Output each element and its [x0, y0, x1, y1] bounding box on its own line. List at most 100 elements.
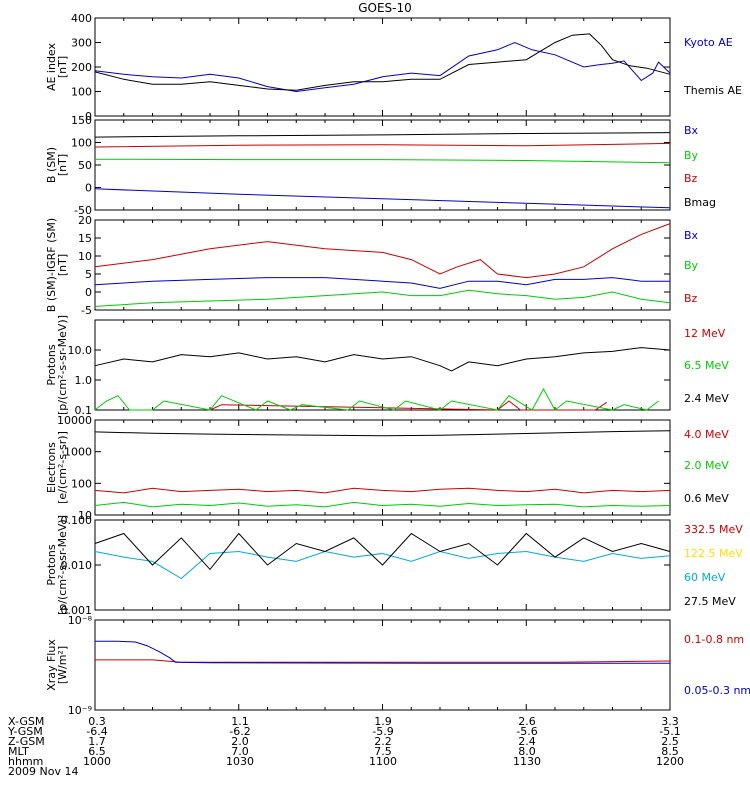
y-tick-label: 10	[78, 509, 92, 522]
panel-protons_low: 0.1 1.0 10.0 Protons[p/(cm²-s-sr-MeV)] 12 Me…	[45, 315, 729, 417]
orbit-footer: X-GSM 0.3 1.1 1.9 2.6 3.3 Y-GSM -6.4 -6.2 -5.9 -5.…	[7, 715, 684, 768]
series-line-27-5-mev	[94, 532, 671, 571]
series-line-bmag	[94, 132, 671, 138]
footer-value: 1200	[656, 755, 684, 768]
legend-0-1-0-8-nm: 0.1-0.8 nm	[684, 633, 744, 646]
series-line-by	[94, 158, 671, 164]
date-label: 2009 Nov 14	[8, 765, 78, 778]
y-axis-label: [nT]	[56, 254, 69, 276]
y-tick-label: 10	[78, 250, 92, 263]
footer-value: -5.9	[372, 725, 393, 738]
legend-4-0-mev: 4.0 MeV	[684, 428, 729, 441]
legend-bz: Bz	[684, 292, 698, 305]
panel-frame	[94, 419, 671, 516]
footer-row-label: X-GSM	[8, 715, 44, 728]
footer-value: 2.6	[518, 715, 536, 728]
panel-frame	[94, 219, 671, 311]
figure-title: GOES-10	[358, 1, 412, 15]
series-line-bz	[94, 142, 671, 148]
y-axis-label: [W/m²]	[56, 646, 69, 684]
footer-value: 1130	[513, 755, 541, 768]
footer-value: 2.4	[518, 735, 536, 748]
y-tick-label: 20	[78, 214, 92, 227]
y-tick-label: 1.0	[75, 374, 93, 387]
y-axis-label: Protons	[45, 344, 58, 385]
series-line-0-05-0-3-nm	[95, 640, 670, 664]
footer-value: 1030	[226, 755, 254, 768]
footer-value: 2.5	[661, 735, 679, 748]
y-axis-label: [e/(cm²-s-sr)]	[56, 431, 69, 504]
footer-value: 8.0	[518, 745, 536, 758]
y-axis-label: B (SM)	[45, 147, 58, 183]
y-axis-label: Xray Flux	[45, 639, 58, 691]
y-tick-label: 0.001	[61, 604, 93, 617]
panel-ae: 0 100 200 300 400 AE index[nT] Kyoto AE Themis …	[45, 12, 742, 123]
footer-value: 0.3	[88, 715, 106, 728]
footer-value: 7.5	[374, 745, 392, 758]
y-tick-label: 0.1	[75, 404, 93, 417]
y-tick-label: 5	[85, 268, 92, 281]
panel-xray: 10⁻⁹ 10⁻⁸ Xray Flux[W/m²] 0.1-0.8 nm 0.05-0.…	[45, 614, 750, 717]
footer-value: 1.9	[374, 715, 392, 728]
series-line-12-mev	[209, 400, 608, 411]
y-tick-label: 10⁻⁸	[68, 614, 93, 627]
series-line-themis-ae	[94, 33, 671, 91]
legend-by: By	[684, 259, 699, 272]
y-tick-label: 0	[85, 182, 92, 195]
footer-value: 6.5	[88, 745, 106, 758]
footer-row-label: Y-GSM	[7, 725, 43, 738]
y-axis-label: Electrons	[45, 442, 58, 493]
y-axis-label: Protons	[45, 544, 58, 585]
y-tick-label: 10⁻⁹	[68, 704, 92, 717]
legend-by: By	[684, 149, 699, 162]
series-line-2-0-mev	[94, 501, 671, 508]
y-axis-label: [p/(cm²-s-sr-MeV)]	[56, 515, 69, 615]
panel-protons_high: 0.001 0.010 0.100 Protons[p/(cm²-s-sr-MeV)]…	[45, 514, 743, 617]
footer-value: -5.6	[516, 725, 537, 738]
y-axis-label: AE index	[45, 42, 58, 91]
series-line-bz	[94, 223, 671, 279]
panel-frame	[94, 319, 671, 411]
y-tick-label: 0.100	[61, 514, 93, 527]
y-axis-label: [nT]	[56, 154, 69, 176]
footer-value: 1000	[83, 755, 111, 768]
footer-value: -6.4	[86, 725, 107, 738]
series-line-0-6-mev	[94, 430, 671, 437]
y-tick-label: 300	[71, 37, 92, 50]
footer-row-label: MLT	[8, 745, 29, 758]
y-tick-label: 1000	[64, 446, 92, 459]
footer-value: -6.2	[229, 725, 250, 738]
legend-0-05-0-3-nm: 0.05-0.3 nm	[684, 684, 750, 697]
legend-6-5-mev: 6.5 MeV	[684, 359, 729, 372]
footer-value: 1.1	[231, 715, 249, 728]
y-tick-label: 10.0	[68, 344, 93, 357]
y-tick-label: 200	[71, 61, 92, 74]
panel-frame	[94, 619, 671, 711]
y-tick-label: 15	[78, 232, 92, 245]
legend-27-5-mev: 27.5 MeV	[684, 595, 736, 608]
legend-kyoto-ae: Kyoto AE	[684, 36, 733, 49]
legend-themis-ae: Themis AE	[683, 84, 742, 97]
y-tick-label: 100	[71, 86, 92, 99]
series-line-by	[94, 289, 671, 307]
y-tick-label: 400	[71, 12, 92, 25]
footer-value: 1100	[369, 755, 397, 768]
panel-b_sm: -50 0 50 100 150 B (SM)[nT] Bx By Bz Bmag	[45, 114, 716, 217]
panel-b_igrf: -5 0 5 10 15 20 B (SM)-IGRF (SM)[nT] Bx By Bz	[45, 214, 699, 317]
series-line-60-mev	[94, 550, 671, 580]
legend-122-5-mev: 122.5 MeV	[684, 547, 743, 560]
series-line-2-4-mev	[94, 347, 671, 372]
footer-value: 3.3	[661, 715, 679, 728]
legend-bz: Bz	[684, 172, 698, 185]
footer-value: 2.2	[374, 735, 392, 748]
footer-value: -5.1	[659, 725, 680, 738]
y-tick-label: 0	[85, 286, 92, 299]
y-tick-label: 0	[85, 110, 92, 123]
series-line-bx	[94, 277, 670, 289]
y-tick-label: -5	[81, 304, 92, 317]
series-line-0-1-0-8-nm	[95, 659, 671, 663]
series-line-4-0-mev	[94, 487, 671, 494]
legend-2-4-mev: 2.4 MeV	[684, 392, 729, 405]
